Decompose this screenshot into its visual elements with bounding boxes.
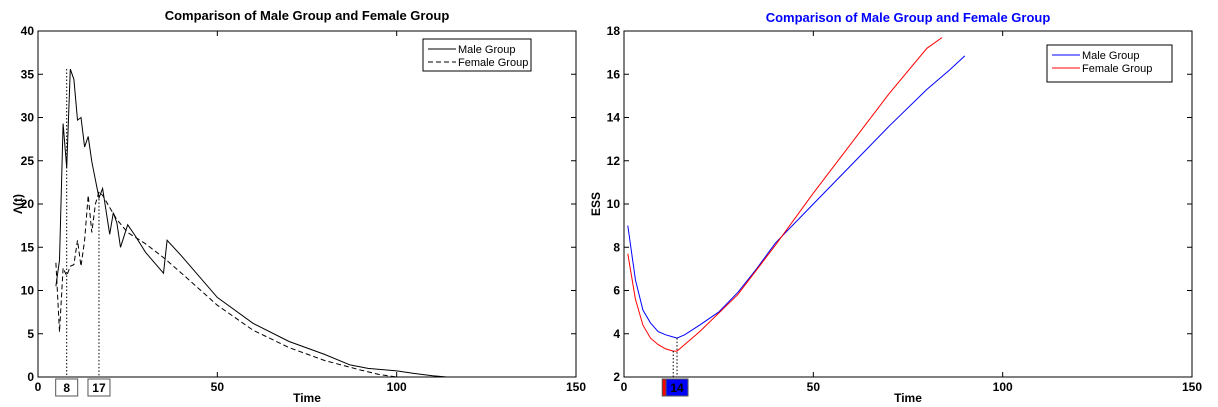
- legend-label: Female Group: [458, 57, 528, 69]
- marker-box: [665, 378, 689, 397]
- legend-label: Female Group: [1082, 63, 1152, 75]
- x-tick-label: 150: [566, 380, 586, 394]
- y-tick-label: 5: [27, 327, 34, 341]
- y-tick-label: 2: [613, 370, 620, 384]
- y-tick-label: 6: [613, 284, 620, 298]
- marker-label: 8: [63, 381, 70, 395]
- legend-box: [422, 38, 532, 72]
- y-tick-label: 4: [613, 327, 620, 341]
- x-tick-label: 0: [35, 380, 42, 394]
- series-line-female-group: [627, 37, 943, 352]
- chart-title: Comparison of Male Group and Female Grou…: [766, 10, 1051, 25]
- y-tick-label: 25: [21, 154, 35, 168]
- chart-1: 0 50 100 150 0 5 10 15 20 25 30 35 40 Comparison of M…: [11, 8, 586, 405]
- y-tick-label: 20: [21, 197, 35, 211]
- y-tick-label: 12: [607, 154, 621, 168]
- y-tick-label: 8: [613, 240, 620, 254]
- marker-box: [87, 378, 111, 397]
- y-tick-label: 18: [607, 24, 621, 38]
- legend-box: [1046, 44, 1173, 83]
- series-line-male-group: [55, 68, 447, 378]
- x-tick-label: 150: [1182, 380, 1202, 394]
- plot-area: [37, 30, 577, 378]
- legend-label: Male Group: [458, 44, 515, 56]
- y-tick-label: 35: [21, 67, 35, 81]
- x-axis-label: Time: [894, 391, 922, 405]
- y-tick-label: 0: [27, 370, 34, 384]
- y-tick-label: 30: [21, 111, 35, 125]
- x-axis-label: Time: [293, 391, 321, 405]
- series-line-male-group: [627, 55, 966, 339]
- x-tick-label: 0: [621, 380, 628, 394]
- y-tick-label: 15: [21, 240, 35, 254]
- y-tick-label: 16: [607, 67, 621, 81]
- legend-label: Male Group: [1082, 50, 1139, 62]
- y-axis-label: ESS: [589, 192, 603, 216]
- x-tick-label: 50: [211, 380, 225, 394]
- x-tick-label: 100: [387, 380, 407, 394]
- marker-label: 14: [670, 381, 684, 395]
- series-line-female-group: [55, 190, 397, 378]
- x-tick-label: 50: [807, 380, 821, 394]
- y-tick-label: 10: [607, 197, 621, 211]
- chart-2: 0 50 100 150 2 4 6 8 10 12 14 16 18 Comparison of Mal…: [589, 10, 1202, 405]
- marker-label: 17: [92, 381, 106, 395]
- y-axis-label: Λ(t): [11, 194, 25, 214]
- chart-title: Comparison of Male Group and Female Grou…: [165, 8, 450, 23]
- y-tick-label: 10: [21, 284, 35, 298]
- x-tick-label: 100: [993, 380, 1013, 394]
- marker-box: [55, 378, 79, 397]
- plot-area: [623, 30, 1193, 378]
- y-tick-label: 14: [607, 111, 621, 125]
- y-tick-label: 40: [21, 24, 35, 38]
